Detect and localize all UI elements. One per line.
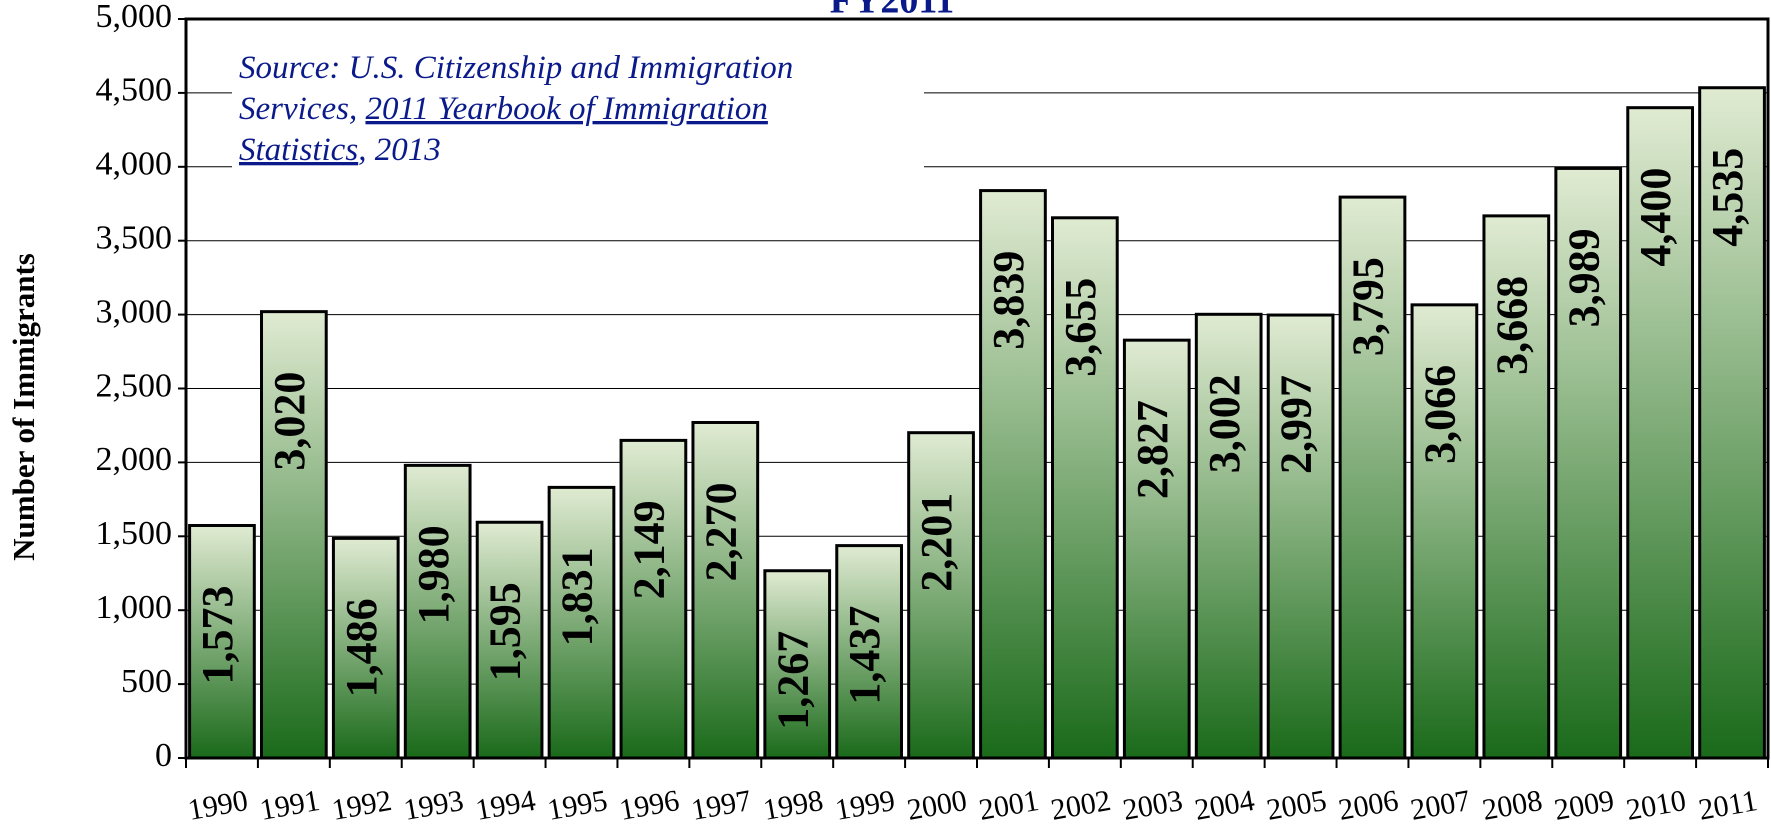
y-tick-label: 1,500 [96,515,173,552]
bar [403,463,472,760]
x-tick-label: 1992 [329,784,394,827]
bar [619,438,688,760]
y-tick-label: 500 [121,663,172,700]
bar [979,189,1047,760]
x-tick-label: 2000 [905,784,970,827]
x-tick-label: 2003 [1120,784,1185,827]
bar [475,520,544,760]
annotation-box [232,55,924,175]
x-tick-label: 2011 [1696,784,1760,827]
bar [835,544,903,760]
x-tick-label: 2001 [976,784,1041,827]
value-label: 1,573 [193,586,242,685]
x-tick-label: 1996 [617,784,682,827]
annotation-part: Statistics [239,132,358,168]
annotation: Services, 2011 Yearbook of Immigration [239,91,768,127]
bar [763,569,832,760]
annotation-part: Source: U.S. Citizenship and Immigration [239,50,793,86]
x-tick-label: 2008 [1480,784,1545,827]
x-tick-label: 2007 [1408,784,1473,827]
value-label: 1,595 [481,582,530,681]
value-label: 1,831 [553,547,602,646]
value-label: 3,668 [1487,276,1536,375]
y-tick-label: 3,500 [96,219,173,256]
value-label: 3,020 [265,372,314,471]
x-tick-label: 2004 [1192,784,1257,827]
value-label: 2,201 [912,493,961,592]
value-label: 2,827 [1128,400,1177,499]
x-tick-label: 2010 [1624,784,1689,827]
value-label: 3,655 [1056,278,1105,377]
annotation-part: , 2013 [358,132,441,168]
value-label: 3,839 [984,251,1033,350]
value-label: 3,989 [1559,228,1608,327]
annotation-part: Services, [239,91,365,127]
value-label: 2,149 [625,500,674,599]
value-label: 1,267 [768,631,817,730]
x-tick-label: 2006 [1336,784,1401,827]
value-label: 3,066 [1416,365,1465,464]
x-tick-label: 2009 [1552,784,1617,827]
value-label: 4,535 [1703,148,1752,247]
y-tick-label: 1,000 [96,589,173,626]
y-tick-label: 2,500 [96,367,173,404]
y-axis-label: Number of Immigrants [6,253,41,561]
bar [331,536,400,760]
value-label: 1,486 [337,598,386,697]
annotation: Source: U.S. Citizenship and Immigration [239,50,793,86]
bar [691,420,760,760]
value-label: 1,980 [409,525,458,624]
annotation-part: 2011 Yearbook of Immigration [365,91,767,127]
y-tick-label: 0 [155,737,172,774]
bar [1051,216,1119,760]
bar [907,431,975,760]
x-tick-label: 1993 [401,784,466,827]
value-label: 1,437 [840,606,889,705]
chart-title: FY2011 [830,0,955,22]
x-tick-label: 1999 [833,784,898,827]
y-tick-label: 4,000 [96,146,173,183]
value-label: 3,002 [1200,374,1249,473]
bar [1338,195,1407,760]
x-tick-label: 1990 [185,784,250,827]
bar [1122,338,1191,760]
value-label: 2,997 [1272,375,1321,474]
y-tick-label: 2,000 [96,441,173,478]
bar [1410,303,1479,760]
x-tick-label: 1995 [545,784,610,827]
x-tick-label: 1991 [257,784,322,827]
annotation: Statistics, 2013 [239,132,441,168]
x-tick-label: 1998 [761,784,826,827]
value-label: 4,400 [1631,168,1680,267]
x-tick-label: 1997 [689,784,754,827]
x-tick-label: 1994 [473,784,538,827]
value-label: 3,795 [1344,257,1393,356]
y-tick-label: 3,000 [96,293,173,330]
x-tick-label: 2005 [1264,784,1329,827]
value-label: 2,270 [696,482,745,581]
bar [547,485,616,760]
x-tick-label: 2002 [1048,784,1113,827]
y-tick-label: 4,500 [96,72,173,109]
bar [260,310,328,760]
y-tick-label: 5,000 [96,0,173,35]
